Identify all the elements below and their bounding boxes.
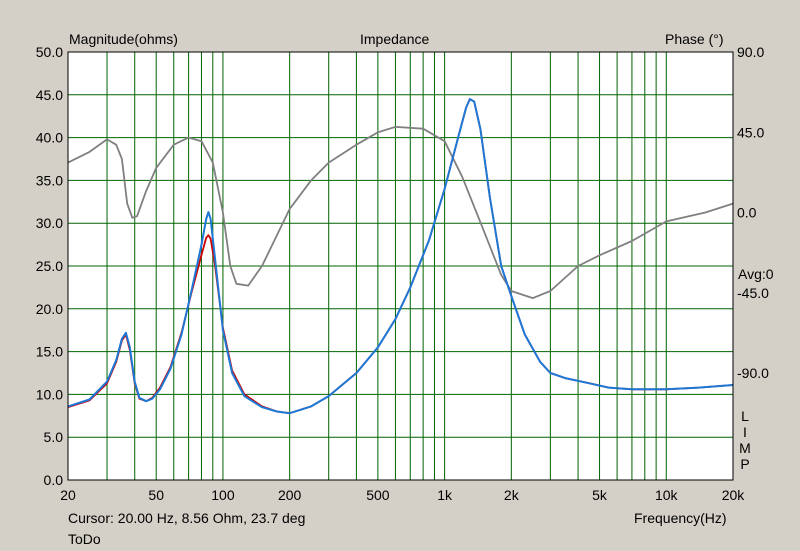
- x-tick-label: 10k: [655, 487, 679, 503]
- y-tick-label: 35.0: [36, 172, 63, 188]
- series-line: [67, 126, 734, 299]
- limp-letter: L: [741, 408, 749, 424]
- limp-letter: M: [739, 440, 751, 456]
- y2-tick-label: 45.0: [737, 124, 764, 140]
- plot-border: [67, 51, 734, 481]
- x-tick-label: 500: [366, 487, 390, 503]
- limp-indicator: L I M P: [738, 408, 752, 472]
- x-tick-label: 1k: [437, 487, 453, 503]
- y-tick-label: 30.0: [36, 215, 63, 231]
- y2-tick-label: -90.0: [737, 365, 769, 381]
- cursor-readout: Cursor: 20.00 Hz, 8.56 Ohm, 23.7 deg: [68, 510, 306, 526]
- limp-letter: P: [740, 456, 750, 472]
- y-tick-label: 25.0: [36, 258, 63, 274]
- series-layer: [67, 98, 734, 415]
- y2-tick-label: -45.0: [737, 285, 769, 301]
- y-axis-title: Magnitude(ohms): [69, 31, 178, 47]
- y-tick-label: 15.0: [36, 344, 63, 360]
- x-tick-label: 200: [278, 487, 302, 503]
- series-line: [67, 98, 734, 415]
- y2-tick-label: 0.0: [737, 205, 757, 221]
- x-axis-title: Frequency(Hz): [634, 510, 727, 526]
- x-tick-label: 20: [60, 487, 76, 503]
- y-tick-label: 5.0: [44, 429, 64, 445]
- x-tick-label: 20k: [722, 487, 746, 503]
- phase-axis-title: Phase (°): [665, 31, 724, 47]
- x-tick-label: 2k: [504, 487, 520, 503]
- status-note: ToDo: [68, 531, 101, 547]
- y2-tick-label: 90.0: [737, 44, 764, 60]
- avg-label: Avg:0: [738, 266, 774, 282]
- y-tick-label: 45.0: [36, 87, 63, 103]
- limp-letter: I: [743, 424, 747, 440]
- x-tick-label: 100: [211, 487, 235, 503]
- x-tick-label: 5k: [592, 487, 608, 503]
- y-tick-label: 0.0: [44, 472, 64, 488]
- y-tick-label: 20.0: [36, 301, 63, 317]
- x-tick-label: 50: [148, 487, 164, 503]
- y-tick-label: 50.0: [36, 44, 63, 60]
- chart-title: Impedance: [360, 31, 430, 47]
- y-tick-label: 10.0: [36, 386, 63, 402]
- y-tick-label: 40.0: [36, 130, 63, 146]
